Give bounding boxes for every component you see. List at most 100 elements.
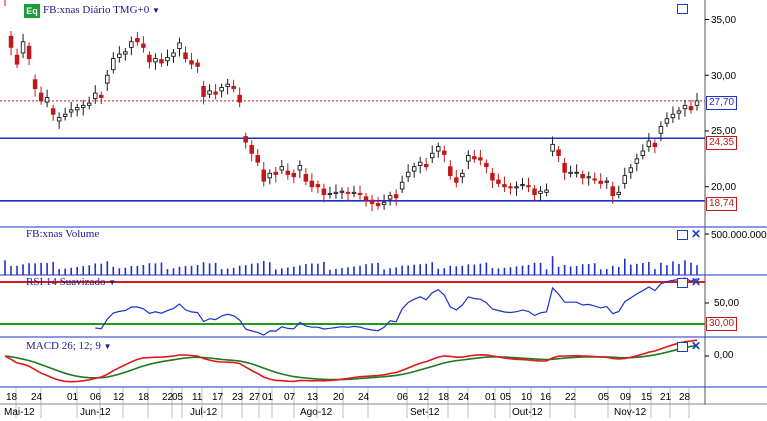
candle-body [399,181,405,190]
chevron-down-icon[interactable]: ▼ [151,6,160,15]
macd-title[interactable]: MACD 26; 12; 9 ▼ [26,340,112,352]
maximize-icon[interactable] [677,4,688,14]
candle-body [117,53,122,58]
candle-body [315,184,321,188]
x-day-label: 05 [598,392,610,403]
candle-body [580,174,585,179]
candle-body [165,56,170,62]
x-day-label: 05 [172,392,184,403]
candle-body [532,188,537,196]
chevron-down-icon[interactable]: ▼ [103,342,112,351]
candle-body [261,169,266,182]
candle-body [8,35,14,48]
macd-panel[interactable] [4,339,709,383]
candle-body [436,146,441,152]
candle-body [141,43,146,48]
candle-body [86,102,92,106]
candle-body [393,194,399,199]
maximize-icon[interactable] [677,230,688,240]
rsi-title[interactable]: RSI 14 Suavizado ▼ [26,276,116,288]
candle-body [550,143,555,152]
price-y-tick: 30,00 [711,71,737,82]
panel-frames [0,0,767,405]
candle-body [339,190,345,193]
macd-title-text: MACD 26; 12; 9 [26,340,101,352]
candle-body [201,85,206,97]
candle-body [448,166,453,177]
candle-body [309,180,315,188]
candle-body [74,107,80,111]
candle-body [405,171,411,178]
candle-body [381,201,387,206]
candle-body [670,113,676,119]
x-month-label: Set-12 [410,407,440,418]
macd-line [4,339,698,383]
candle-body [303,174,309,182]
candle-body [375,203,381,207]
candle-body [237,94,242,103]
candle-body [135,38,140,43]
candle-body [14,54,20,65]
candle-body [177,42,182,49]
close-icon[interactable]: ✕ [691,275,702,289]
candle-body [676,110,682,114]
rsi-line [95,277,698,336]
close-icon[interactable]: ✕ [691,339,702,353]
close-icon[interactable]: ✕ [691,227,702,241]
x-day-label: 16 [540,392,552,403]
price-y-tick: 20,00 [711,182,737,193]
price-panel[interactable] [0,0,709,212]
maximize-icon[interactable] [677,342,688,352]
x-day-label: 18 [438,392,450,403]
price-y-tick: 35,00 [711,15,737,26]
candle-body [189,60,194,65]
candle-body [297,165,303,171]
candle-body [417,161,423,167]
candle-body [243,136,248,143]
candle-body [255,155,260,163]
candle-body [423,163,429,168]
x-day-label: 23 [232,392,244,403]
candle-body [688,106,694,111]
candle-body [610,186,616,197]
price-title-text: FB:xnas Diário TMG+0 [43,4,150,16]
candle-body [105,74,110,84]
candle-body [628,167,634,173]
candle-body [502,184,507,188]
candle-body [526,185,531,188]
candle-body [460,172,465,178]
candle-body [62,113,68,117]
candle-body [598,180,603,184]
candle-body [496,179,501,184]
last-price-badge: 27,70 [706,96,738,110]
candle-body [225,83,230,87]
x-day-label: 12 [113,392,125,403]
rsi-y-tick: 50,00 [714,298,740,309]
x-day-label: 06 [397,392,409,403]
x-day-label: 10 [521,392,533,403]
x-day-label: 12 [418,392,430,403]
rsi-panel[interactable] [0,277,709,336]
volume-panel[interactable] [4,233,709,275]
x-day-label: 21 [660,392,672,403]
candle-body [682,104,688,110]
candle-body [478,157,483,161]
price-title[interactable]: FB:xnas Diário TMG+0 ▼ [43,4,160,16]
maximize-icon[interactable] [677,278,688,288]
chevron-down-icon[interactable]: ▼ [108,278,117,287]
candle-body [640,150,646,156]
candle-body [616,191,622,196]
volume-title[interactable]: FB:xnas Volume [26,228,100,240]
candle-body [363,196,369,201]
candle-body [484,162,489,168]
eq-badge[interactable]: Eq [24,4,40,18]
x-day-label: 05 [500,392,512,403]
x-month-label: Ago-12 [300,407,333,418]
x-day-label: 17 [212,392,224,403]
candle-body [267,172,273,179]
candle-body [249,145,254,154]
x-day-label: 13 [307,392,319,403]
candle-body [213,91,218,95]
